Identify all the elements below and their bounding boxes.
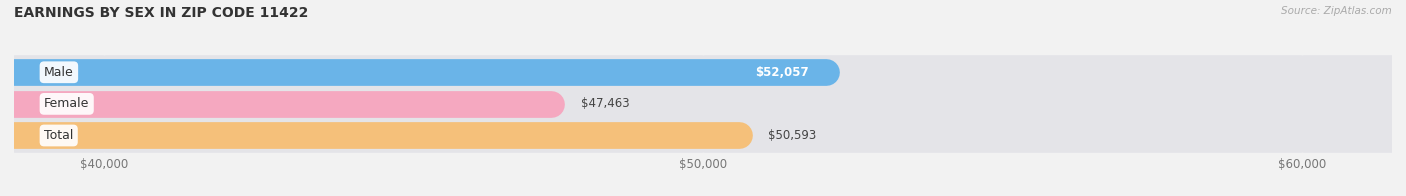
Text: $52,057: $52,057 <box>755 66 808 79</box>
Text: $50,593: $50,593 <box>769 129 817 142</box>
Text: EARNINGS BY SEX IN ZIP CODE 11422: EARNINGS BY SEX IN ZIP CODE 11422 <box>14 6 308 20</box>
Text: Source: ZipAtlas.com: Source: ZipAtlas.com <box>1281 6 1392 16</box>
Text: $47,463: $47,463 <box>581 97 630 110</box>
Text: Total: Total <box>44 129 73 142</box>
Text: Male: Male <box>44 66 73 79</box>
Text: Female: Female <box>44 97 90 110</box>
